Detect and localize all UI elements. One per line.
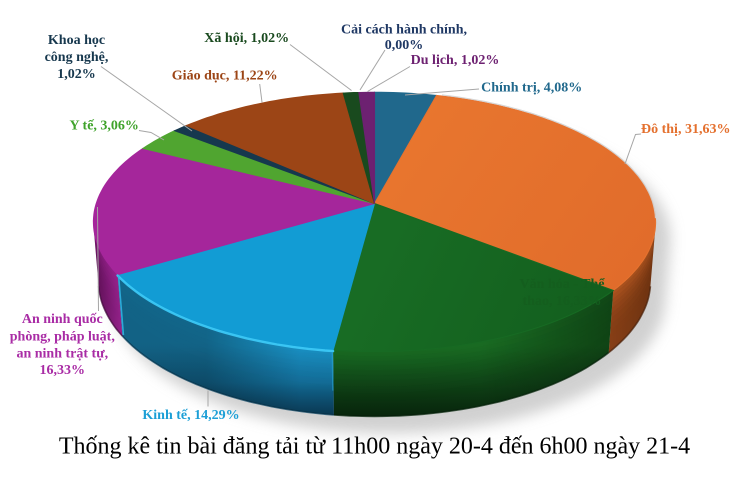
svg-text:Chính trị, 4,08%: Chính trị, 4,08% xyxy=(481,81,582,96)
svg-text:Y tế, 3,06%: Y tế, 3,06% xyxy=(69,119,138,134)
svg-text:0,00%: 0,00% xyxy=(385,38,424,53)
svg-text:công nghệ,: công nghệ, xyxy=(45,50,109,65)
svg-text:An ninh quốc: An ninh quốc xyxy=(22,312,103,327)
svg-text:Kinh tế, 14,29%: Kinh tế, 14,29% xyxy=(142,408,239,423)
svg-text:Khoa học: Khoa học xyxy=(48,33,105,48)
svg-text:Du lịch, 1,02%: Du lịch, 1,02% xyxy=(411,53,500,68)
svg-text:Văn hóa - Thể: Văn hóa - Thể xyxy=(520,277,606,292)
svg-text:Đô thị, 31,63%: Đô thị, 31,63% xyxy=(641,122,730,137)
svg-text:Cải cách hành chính,: Cải cách hành chính, xyxy=(341,23,467,38)
svg-text:1,02%: 1,02% xyxy=(57,67,96,82)
svg-text:Giáo dục, 11,22%: Giáo dục, 11,22% xyxy=(172,68,278,83)
svg-text:Xã hội, 1,02%: Xã hội, 1,02% xyxy=(204,31,289,46)
svg-text:an ninh trật tự,: an ninh trật tự, xyxy=(16,346,108,361)
svg-text:16,33%: 16,33% xyxy=(40,363,86,378)
svg-text:thao, 16,33%: thao, 16,33% xyxy=(523,294,602,309)
svg-text:phòng, pháp luật,: phòng, pháp luật, xyxy=(10,329,115,344)
svg-text:Thống kê tin bài đăng tải từ 1: Thống kê tin bài đăng tải từ 11h00 ngày … xyxy=(59,433,690,459)
